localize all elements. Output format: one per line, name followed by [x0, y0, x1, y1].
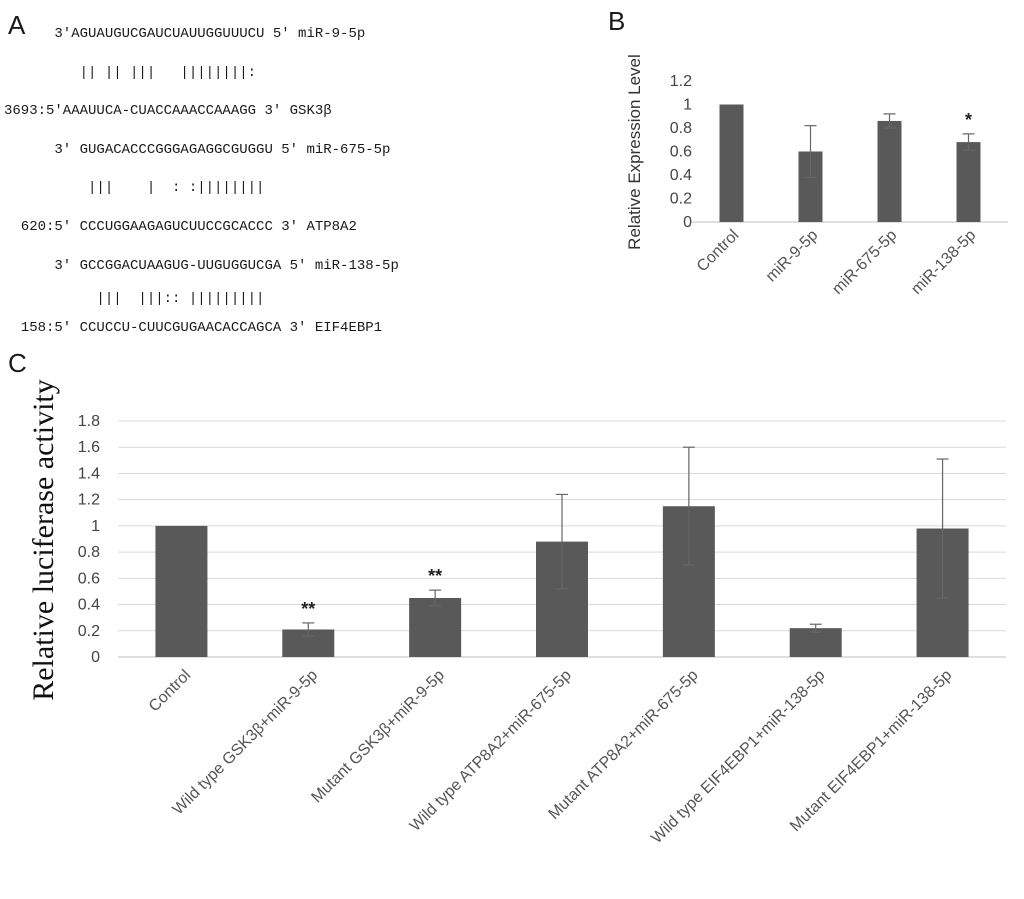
significance-marker: ** [301, 599, 315, 619]
alignment-line: ||| | : :|||||||| [4, 180, 264, 196]
bar [409, 598, 462, 657]
y-tick-label: 1.2 [670, 73, 692, 90]
bar [719, 104, 744, 222]
bar [877, 120, 902, 222]
x-category-label: Control [146, 667, 194, 715]
alignment-line: 620:5' CCCUGGAAGAGUCUUCCGCACCC 3' ATP8A2 [4, 219, 357, 235]
y-tick-label: 0.8 [78, 544, 100, 561]
x-category-label: miR-675-5p [829, 227, 900, 298]
bar [155, 525, 208, 657]
alignment-line: 3' GUGACACCCGGGAGAGGCGUGGU 5' miR-675-5p [4, 142, 390, 158]
x-category-label: miR-138-5p [908, 227, 979, 298]
alignment-line: 3'AGUAUGUCGAUCUAUUGGUUUCU 5' miR-9-5p [4, 26, 365, 42]
y-tick-label: 0.2 [78, 623, 100, 640]
x-category-label: Control [694, 227, 742, 275]
y-tick-label: 0.4 [78, 597, 100, 614]
alignment-line: ||| |||:: ||||||||| [4, 291, 264, 307]
y-tick-label: 0.6 [670, 144, 692, 161]
panel-c-label: C [8, 348, 27, 378]
sequence-alignments: 3'AGUAUGUCGAUCUAUUGGUUUCU 5' miR-9-5p ||… [4, 26, 399, 336]
y-tick-label: 1.4 [78, 465, 100, 482]
x-category-label: Mutant ATP8A2+miR-675-5p [546, 667, 702, 823]
y-tick-label: 1 [91, 518, 100, 535]
y-tick-label: 0.6 [78, 570, 100, 587]
panel-b-label: B [608, 6, 625, 36]
alignment-line: 3693:5'AAAUUCA-CUACCAAACCAAAGG 3' GSK3β [4, 103, 332, 119]
chart-b: 0 0.2 0.4 0.6 0.8 1 1.2 Relative Expression Lev… [625, 54, 1008, 298]
y-tick-label: 0.2 [670, 191, 692, 208]
panel-a-label: A [8, 10, 26, 40]
alignment-line: || || ||| ||||||||: [4, 65, 256, 81]
y-axis-label: Relative Expression Level [625, 54, 644, 250]
y-tick-label: 0.8 [670, 120, 692, 137]
chart-c: 0 0.2 0.4 0.6 0.8 1 1.2 1.4 1.6 1.8 Relative lucif… [27, 379, 1006, 847]
alignment-line: 3' GCCGGACUAAGUG-UUGUGGUCGA 5' miR-138-5… [4, 258, 399, 274]
y-axis-label: Relative luciferase activity [27, 379, 60, 701]
significance-marker: * [965, 110, 972, 130]
y-tick-label: 1.8 [78, 413, 100, 430]
y-tick-label: 1 [683, 97, 692, 114]
bar [956, 142, 981, 222]
alignment-line: 158:5' CCUCCU-CUUCGUGAACACCAGCA 3' EIF4E… [4, 320, 382, 336]
y-tick-label: 0 [91, 649, 100, 666]
x-category-label: Mutant GSK3β+miR-9-5p [308, 667, 448, 807]
significance-marker: ** [428, 566, 442, 586]
y-tick-label: 1.6 [78, 439, 100, 456]
y-tick-label: 1.2 [78, 492, 100, 509]
x-category-label: Wild type GSK3β+miR-9-5p [170, 667, 322, 819]
y-tick-label: 0 [683, 214, 692, 231]
bar [789, 628, 842, 657]
x-category-label: miR-9-5p [763, 227, 822, 286]
y-tick-label: 0.4 [670, 167, 692, 184]
